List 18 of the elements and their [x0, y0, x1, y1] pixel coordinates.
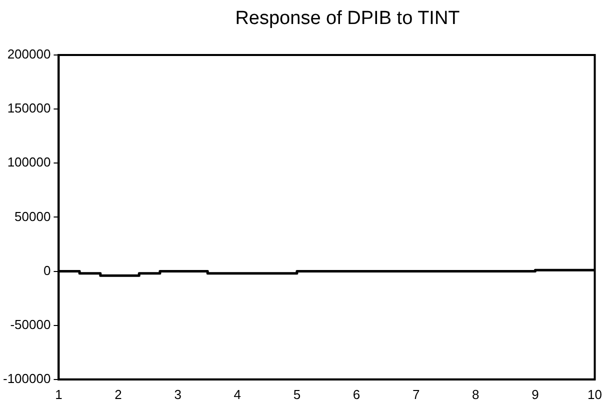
y-tick-label: -50000 [10, 316, 51, 332]
x-tick-label: 3 [174, 386, 182, 402]
y-tick-label: 100000 [7, 154, 51, 170]
x-tick-label: 2 [114, 386, 122, 402]
x-tick-label: 5 [293, 386, 301, 402]
x-tick-label: 8 [472, 386, 480, 402]
x-tick-label: 6 [352, 386, 360, 402]
x-tick-label: 10 [588, 386, 602, 402]
x-tick-label: 1 [55, 386, 62, 402]
y-tick-label: 0 [43, 262, 51, 278]
x-tick-label: 4 [234, 386, 242, 402]
y-tick-label: 200000 [7, 46, 51, 62]
x-tick-label: 9 [532, 386, 539, 402]
y-tick-label: -100000 [2, 370, 51, 386]
y-tick-label: 50000 [14, 208, 51, 224]
y-tick-label: 150000 [7, 100, 51, 116]
chart-title: Response of DPIB to TINT [234, 8, 461, 30]
x-tick-label: 7 [412, 386, 420, 402]
